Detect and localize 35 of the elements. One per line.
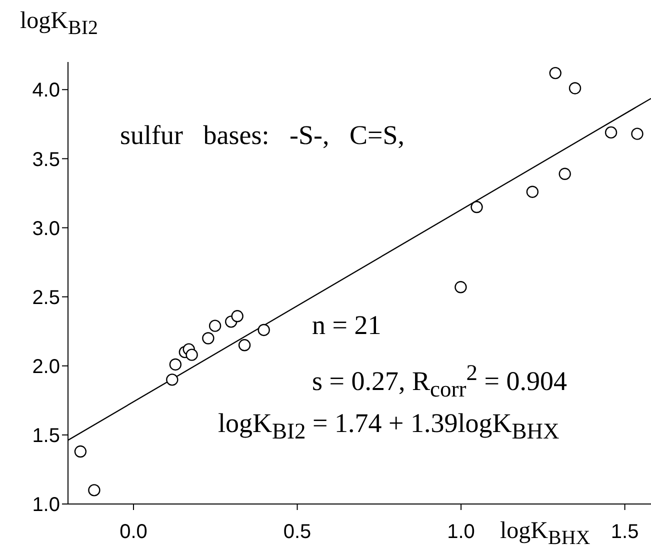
y-tick-label: 3.5: [32, 148, 60, 171]
point: [166, 374, 178, 386]
point: [238, 339, 251, 352]
annotation: sulfur bases: -S-, C=S,: [120, 120, 404, 151]
x-tick-label: 0.0: [120, 521, 148, 544]
point: [631, 128, 644, 140]
point: [208, 320, 222, 332]
annotation: logK$_{BI2}$ = 1.74 + 1.39logK$_{BHX}$: [218, 408, 560, 444]
point: [470, 200, 483, 214]
y-tick-label: 4.0: [32, 80, 60, 102]
point: [568, 82, 582, 94]
y-tick-label: 1.0: [32, 494, 60, 516]
y-tick-label: 2.5: [32, 286, 60, 309]
point: [88, 484, 100, 496]
point: [74, 445, 87, 458]
y-tick-label: 2.0: [32, 356, 60, 378]
point: [526, 186, 539, 198]
y-axis-title: logK$_{BI2}$: [20, 8, 98, 40]
point: [186, 348, 198, 361]
point: [604, 126, 618, 139]
annotation: n = 21: [312, 310, 382, 341]
x-axis-title: logK$_{BHX}$: [500, 518, 590, 550]
point: [558, 168, 571, 180]
x-tick-label: 1.0: [447, 521, 475, 544]
point: [169, 358, 182, 371]
point: [231, 310, 244, 322]
x-tick-label: 0.5: [283, 521, 312, 544]
point: [202, 332, 214, 344]
point: [454, 281, 467, 294]
point: [258, 324, 270, 336]
y-tick-label: 1.5: [32, 425, 60, 448]
point: [549, 66, 562, 80]
annotation: s = 0.27, R$_{corr}$$^{2}$ = 0.904: [312, 360, 567, 402]
x-tick-label: 1.5: [610, 521, 639, 544]
y-tick-label: 3.0: [32, 218, 60, 240]
